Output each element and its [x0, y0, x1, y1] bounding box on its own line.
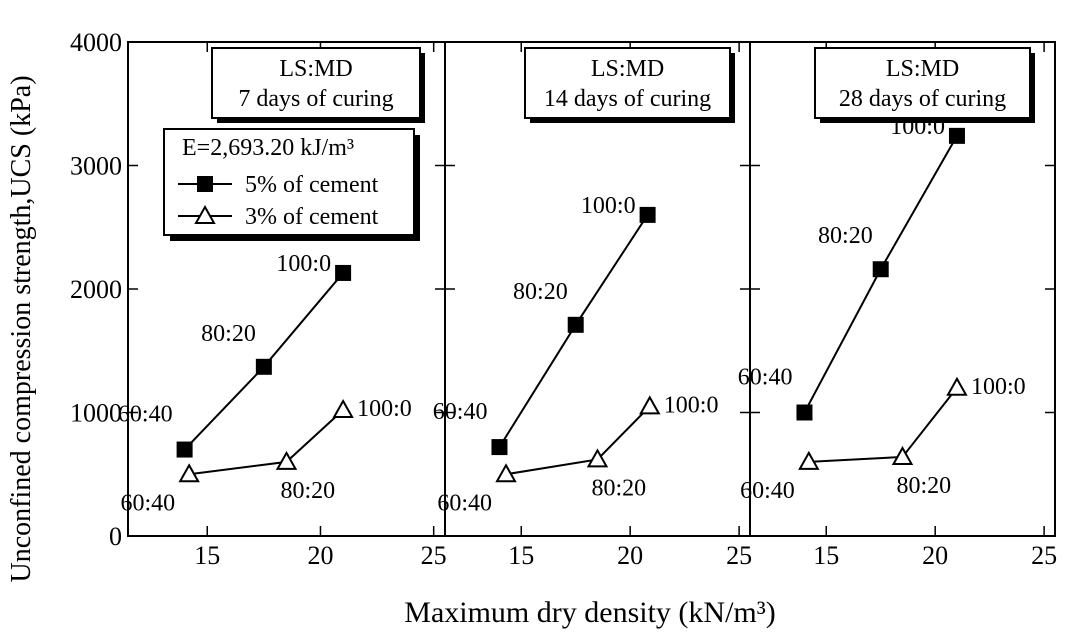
square-marker: [872, 261, 889, 278]
x-tick-label: 15: [813, 541, 839, 570]
x-tick-label: 15: [508, 541, 534, 570]
y-tick-label: 3000: [70, 152, 122, 181]
legend-label: 5% of cement: [245, 172, 379, 198]
square-marker: [491, 439, 508, 456]
x-tick-label: 25: [421, 541, 447, 570]
panel-subtitle: 14 days of curing: [544, 86, 711, 112]
point-label: 100:0: [357, 396, 412, 422]
x-axis-label: Maximum dry density (kN/m³): [404, 596, 775, 629]
y-tick-label: 1000: [70, 399, 122, 428]
title-box: [524, 47, 731, 119]
point-label: 100:0: [890, 114, 945, 140]
point-label: 80:20: [818, 223, 873, 249]
square-marker: [796, 404, 813, 421]
panel-title: LS:MD: [279, 56, 352, 82]
panel-title: LS:MD: [886, 56, 959, 82]
square-marker: [335, 264, 352, 281]
point-label: 100:0: [276, 251, 331, 277]
x-tick-label: 25: [726, 541, 752, 570]
panel-subtitle: 28 days of curing: [839, 86, 1006, 112]
point-label: 100:0: [664, 392, 719, 418]
point-label: 80:20: [513, 279, 568, 305]
y-axis-label: Unconfined compression strength,UCS (kPa…: [6, 75, 37, 582]
triangle-marker: [891, 445, 914, 465]
x-tick-label: 20: [307, 541, 333, 570]
point-label: 80:20: [897, 473, 952, 499]
triangle-marker: [495, 463, 517, 483]
triangle-marker: [798, 450, 820, 470]
point-label: 60:40: [433, 399, 488, 425]
legend-label: 3% of cement: [245, 204, 379, 230]
legend-marker: [197, 176, 213, 192]
x-tick-label: 25: [1031, 541, 1057, 570]
square-marker: [567, 316, 584, 333]
x-tick-label: 20: [922, 541, 948, 570]
series-line: [808, 387, 958, 463]
triangle-marker: [178, 463, 200, 483]
point-label: 80:20: [201, 321, 256, 347]
square-marker: [255, 358, 272, 375]
point-label: 80:20: [592, 475, 647, 501]
legend-title: E=2,693.20 kJ/m³: [182, 135, 354, 161]
square-marker: [176, 441, 193, 458]
y-tick-label: 4000: [70, 28, 122, 57]
triangle-marker: [639, 395, 661, 415]
title-box: [814, 47, 1031, 119]
square-marker: [948, 127, 965, 144]
x-tick-label: 20: [617, 541, 643, 570]
panel-title: LS:MD: [591, 56, 664, 82]
point-label: 60:40: [437, 490, 492, 516]
point-label: 60:40: [120, 490, 175, 516]
triangle-marker: [332, 398, 354, 419]
x-tick-label: 15: [194, 541, 220, 570]
legend-marker: [194, 204, 216, 224]
point-label: 60:40: [740, 478, 795, 504]
y-tick-label: 0: [109, 522, 122, 551]
point-label: 100:0: [971, 374, 1026, 400]
point-label: 60:40: [738, 365, 793, 391]
triangle-marker: [586, 448, 609, 468]
title-box: [211, 47, 421, 119]
triangle-marker: [275, 450, 298, 470]
square-marker: [639, 206, 656, 223]
point-label: 100:0: [581, 193, 636, 219]
series-line: [505, 405, 651, 476]
y-tick-label: 2000: [70, 275, 122, 304]
point-label: 60:40: [118, 402, 173, 428]
point-label: 80:20: [281, 478, 336, 504]
panel-subtitle: 7 days of curing: [238, 86, 393, 112]
triangle-marker: [946, 376, 968, 396]
